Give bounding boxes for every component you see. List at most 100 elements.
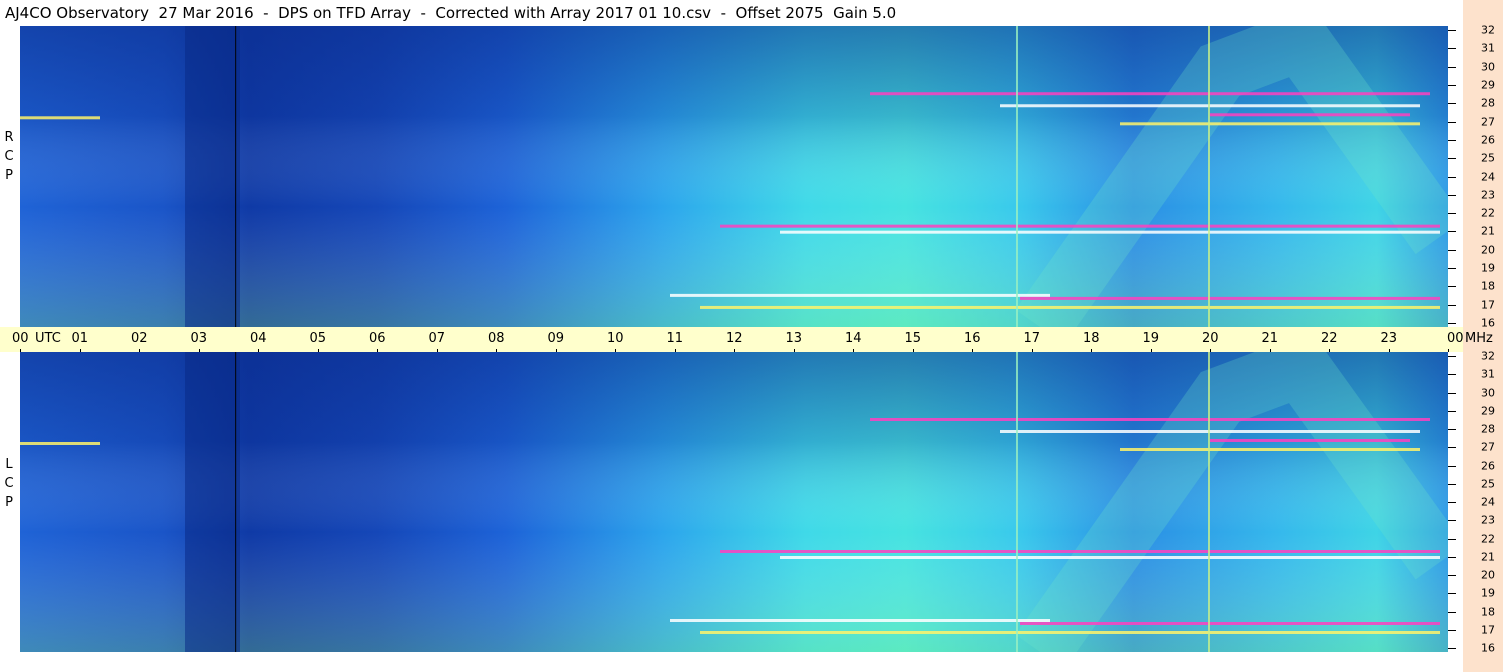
y-tick	[1448, 392, 1456, 394]
x-tick	[615, 349, 616, 352]
left-margin	[0, 352, 20, 652]
y-tick	[1448, 611, 1456, 613]
rcp-spectrogram	[20, 26, 1448, 327]
vertical-artifact	[1208, 26, 1210, 327]
side-label-letter: P	[5, 168, 13, 183]
x-tick-label: 10	[607, 331, 624, 346]
interference-line	[870, 418, 1430, 421]
y-tick-label: 20	[1481, 568, 1495, 582]
x-tick-label: 11	[666, 331, 684, 346]
x-tick	[198, 349, 200, 352]
x-tick	[377, 349, 378, 352]
y-tick	[1448, 121, 1456, 123]
x-tick	[139, 349, 140, 352]
x-tick	[20, 349, 21, 352]
x-tick	[853, 349, 854, 352]
interference-line	[20, 442, 100, 445]
x-tick	[734, 349, 735, 352]
y-tick-label: 25	[1481, 151, 1495, 165]
interference-line	[670, 293, 1050, 297]
x-tick	[1150, 349, 1152, 352]
y-tick-label: 26	[1481, 459, 1495, 472]
y-tick	[1448, 249, 1456, 251]
y-tick	[1448, 30, 1456, 31]
dark-band	[185, 26, 240, 327]
y-tick-label: 18	[1481, 605, 1495, 618]
x-tick-label: 00	[12, 331, 29, 346]
x-tick	[972, 349, 973, 352]
y-tick	[1448, 538, 1456, 540]
side-label-letter: C	[4, 476, 14, 491]
y-tick	[1448, 158, 1456, 160]
x-tick-label: 16	[964, 331, 981, 346]
x-tick-label: 12	[726, 331, 743, 346]
x-tick	[1448, 349, 1449, 352]
y-tick	[1448, 465, 1456, 467]
x-tick	[1269, 349, 1271, 352]
y-tick	[1448, 103, 1456, 105]
side-label-letter: R	[4, 130, 14, 145]
x-tick-label: 20	[1202, 331, 1219, 346]
x-tick-label: 21	[1261, 331, 1279, 346]
x-tick-label: 03	[190, 331, 208, 346]
y-tick-label: 16	[1481, 316, 1495, 330]
y-tick-label: 26	[1481, 133, 1495, 147]
x-tick-label: 23	[1380, 331, 1398, 346]
x-tick-label: 04	[250, 331, 267, 346]
y-tick	[1448, 48, 1456, 50]
x-tick-label: 18	[1083, 331, 1100, 346]
y-tick	[1448, 84, 1456, 86]
y-tick-label: 17	[1481, 623, 1495, 637]
y-tick	[1448, 429, 1456, 430]
x-tick	[258, 349, 259, 352]
emission-arc	[1015, 352, 1448, 652]
interference-line	[1210, 113, 1410, 117]
y-tick	[1448, 286, 1456, 288]
y-tick-label: 22	[1481, 532, 1495, 545]
interference-line	[870, 92, 1430, 96]
interference-line	[780, 556, 1440, 559]
x-tick	[1031, 349, 1033, 352]
dark-band	[185, 352, 240, 652]
time-axis	[0, 327, 1463, 352]
y-tick-label: 32	[1481, 23, 1495, 37]
vertical-artifact	[1016, 26, 1018, 327]
y-tick-label: 17	[1481, 298, 1495, 312]
y-unit-label: MHz	[1465, 331, 1493, 346]
frequency-axis-band	[1463, 0, 1503, 672]
vertical-artifact	[235, 26, 237, 327]
x-tick	[496, 349, 497, 352]
interference-line	[1120, 122, 1420, 126]
x-tick-label: 02	[131, 331, 148, 346]
y-tick-label: 20	[1481, 243, 1495, 257]
y-tick-label: 24	[1481, 170, 1495, 183]
vertical-artifact	[235, 352, 237, 652]
x-tick	[1388, 349, 1390, 352]
interference-line	[1210, 439, 1410, 442]
side-label-letter: C	[4, 149, 14, 164]
y-tick-label: 27	[1481, 115, 1495, 129]
y-tick-label: 27	[1481, 440, 1495, 454]
y-tick	[1448, 374, 1456, 376]
lcp-side-label: L C P	[2, 455, 16, 512]
rcp-side-label: R C P	[2, 128, 16, 185]
y-tick-label: 22	[1481, 206, 1495, 220]
side-label-letter: P	[5, 495, 13, 510]
y-tick-label: 30	[1481, 386, 1495, 399]
x-tick	[1329, 349, 1330, 352]
x-tick-label: 07	[428, 331, 446, 346]
emission-arc	[1015, 26, 1448, 327]
y-tick	[1448, 323, 1456, 324]
x-tick	[793, 349, 795, 352]
y-tick-label: 28	[1481, 422, 1495, 436]
y-tick	[1448, 483, 1456, 485]
lcp-spectrogram	[20, 352, 1448, 652]
y-tick-label: 19	[1481, 261, 1495, 275]
interference-line	[700, 631, 1440, 634]
y-tick-label: 21	[1481, 224, 1495, 238]
x-unit-label: UTC	[35, 331, 61, 346]
y-tick-label: 23	[1481, 513, 1495, 527]
x-tick-label: 08	[488, 331, 505, 346]
interference-line	[780, 230, 1440, 234]
y-tick-label: 30	[1481, 60, 1495, 74]
